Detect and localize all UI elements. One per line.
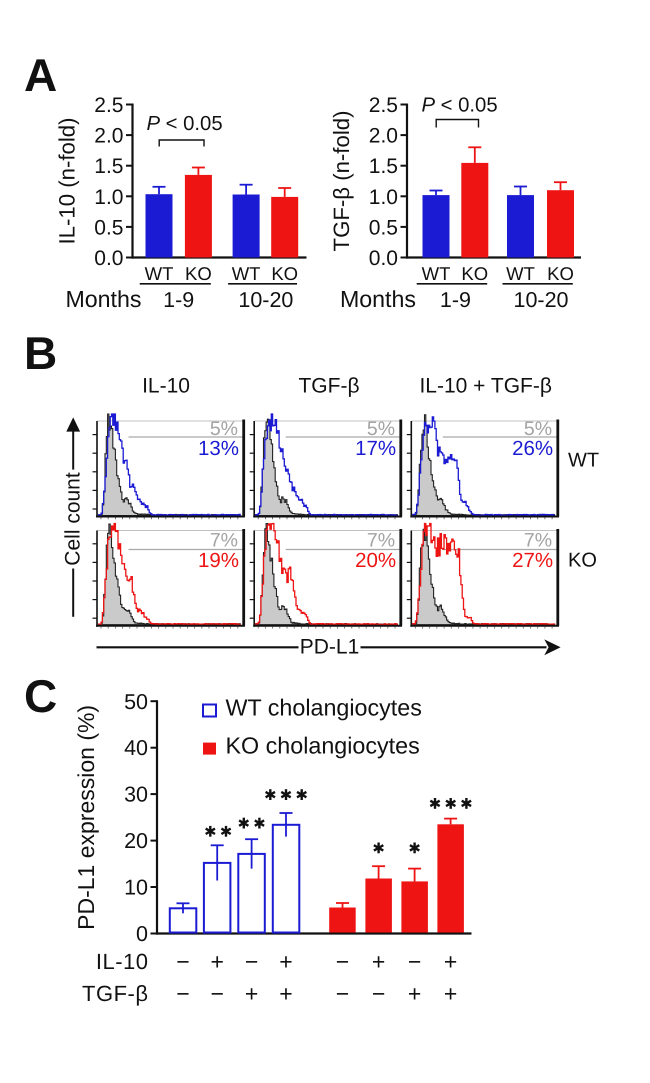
svg-text:−: − bbox=[176, 949, 189, 975]
svg-text:−: − bbox=[408, 949, 421, 975]
svg-text:IL-10 (n-fold): IL-10 (n-fold) bbox=[55, 117, 80, 244]
svg-text:+: + bbox=[245, 981, 258, 1007]
svg-text:+: + bbox=[444, 949, 457, 975]
svg-text:7%: 7% bbox=[210, 529, 238, 551]
svg-text:27%: 27% bbox=[512, 549, 553, 572]
svg-text:7%: 7% bbox=[367, 529, 395, 551]
svg-text:TGF-β: TGF-β bbox=[298, 375, 359, 398]
svg-text:−: − bbox=[372, 981, 385, 1007]
svg-text:13%: 13% bbox=[198, 437, 239, 460]
svg-text:KO: KO bbox=[461, 263, 488, 284]
svg-text:KO: KO bbox=[271, 263, 298, 284]
svg-text:PD-L1: PD-L1 bbox=[300, 636, 360, 659]
svg-text:TGF-β (n-fold): TGF-β (n-fold) bbox=[329, 111, 354, 252]
svg-text:0.0: 0.0 bbox=[94, 247, 123, 270]
svg-text:P < 0.05: P < 0.05 bbox=[147, 113, 223, 135]
svg-text:2.5: 2.5 bbox=[369, 94, 398, 117]
svg-text:−: − bbox=[336, 981, 349, 1007]
svg-text:−: − bbox=[336, 949, 349, 975]
svg-text:19%: 19% bbox=[198, 549, 239, 572]
svg-text:0.0: 0.0 bbox=[369, 247, 398, 270]
svg-text:2.0: 2.0 bbox=[369, 125, 398, 148]
svg-text:17%: 17% bbox=[355, 437, 396, 460]
svg-text:+: + bbox=[372, 949, 385, 975]
svg-text:0.5: 0.5 bbox=[94, 216, 123, 239]
svg-text:−: − bbox=[176, 981, 189, 1007]
svg-text:5%: 5% bbox=[210, 418, 238, 440]
svg-text:1.0: 1.0 bbox=[94, 186, 123, 209]
svg-text:5%: 5% bbox=[367, 418, 395, 440]
svg-text:1.0: 1.0 bbox=[369, 186, 398, 209]
svg-text:Months: Months bbox=[65, 286, 141, 312]
svg-text:+: + bbox=[279, 981, 292, 1007]
svg-text:P < 0.05: P < 0.05 bbox=[422, 95, 498, 117]
svg-text:10-20: 10-20 bbox=[514, 288, 569, 312]
svg-text:26%: 26% bbox=[512, 437, 553, 460]
svg-text:IL-10: IL-10 bbox=[96, 949, 149, 974]
svg-text:10: 10 bbox=[124, 876, 148, 900]
svg-text:+: + bbox=[279, 949, 292, 975]
svg-text:A: A bbox=[24, 49, 57, 101]
svg-text:1-9: 1-9 bbox=[440, 288, 471, 312]
svg-text:40: 40 bbox=[124, 736, 148, 760]
svg-text:7%: 7% bbox=[524, 529, 552, 551]
svg-text:KO: KO bbox=[568, 550, 597, 572]
svg-text:1.5: 1.5 bbox=[94, 155, 123, 178]
svg-text:−: − bbox=[210, 981, 223, 1007]
svg-text:0: 0 bbox=[136, 922, 148, 946]
svg-text:1-9: 1-9 bbox=[163, 288, 194, 312]
svg-text:1.5: 1.5 bbox=[369, 155, 398, 178]
svg-text:20: 20 bbox=[124, 829, 148, 853]
svg-text:WT: WT bbox=[232, 263, 261, 284]
svg-text:30: 30 bbox=[124, 783, 148, 807]
svg-text:TGF-β: TGF-β bbox=[82, 981, 148, 1006]
svg-text:50: 50 bbox=[124, 690, 148, 714]
svg-text:+: + bbox=[210, 949, 223, 975]
svg-text:IL-10: IL-10 bbox=[142, 375, 190, 398]
svg-text:Months: Months bbox=[340, 286, 416, 312]
svg-text:2.0: 2.0 bbox=[94, 125, 123, 148]
svg-text:KO: KO bbox=[185, 263, 212, 284]
svg-text:WT: WT bbox=[506, 263, 535, 284]
svg-text:−: − bbox=[245, 949, 258, 975]
svg-text:B: B bbox=[24, 327, 57, 379]
svg-text:20%: 20% bbox=[355, 549, 396, 572]
svg-text:KO cholangiocytes: KO cholangiocytes bbox=[226, 733, 420, 759]
svg-text:PD-L1 expression (%): PD-L1 expression (%) bbox=[73, 705, 99, 930]
svg-text:2.5: 2.5 bbox=[94, 94, 123, 117]
svg-text:10-20: 10-20 bbox=[238, 288, 293, 312]
svg-text:+: + bbox=[408, 981, 421, 1007]
svg-text:WT cholangiocytes: WT cholangiocytes bbox=[226, 695, 422, 721]
svg-text:C: C bbox=[24, 670, 57, 722]
svg-text:KO: KO bbox=[547, 263, 574, 284]
svg-text:WT: WT bbox=[568, 450, 599, 472]
svg-text:5%: 5% bbox=[524, 418, 552, 440]
svg-text:0.5: 0.5 bbox=[369, 216, 398, 239]
svg-text:WT: WT bbox=[145, 263, 174, 284]
svg-text:+: + bbox=[444, 981, 457, 1007]
svg-text:WT: WT bbox=[422, 263, 451, 284]
svg-text:Cell count: Cell count bbox=[62, 472, 85, 566]
svg-text:IL-10 + TGF-β: IL-10 + TGF-β bbox=[419, 375, 551, 398]
